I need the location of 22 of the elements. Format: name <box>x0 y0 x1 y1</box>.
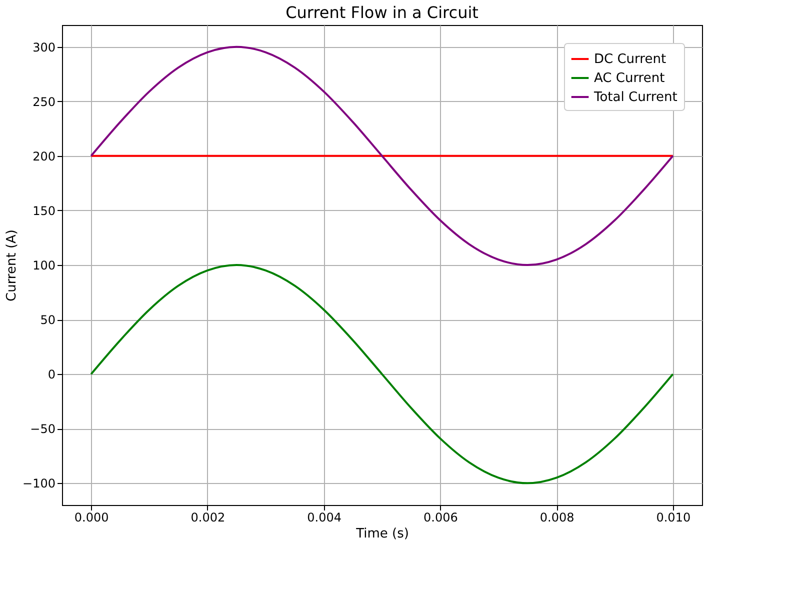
y-tick-label: 50 <box>40 313 56 328</box>
x-tick-label: 0.006 <box>424 510 458 524</box>
x-tick-label: 0.004 <box>307 510 342 524</box>
line-series <box>90 264 674 484</box>
y-tick-label: 250 <box>32 94 56 109</box>
x-tick-label: 0.010 <box>656 510 691 524</box>
legend-label: DC Current <box>594 52 666 67</box>
x-tick-label: 0.002 <box>190 510 226 524</box>
y-tick-label: 300 <box>32 40 56 54</box>
x-axis-title: Time (s) <box>355 526 409 542</box>
legend-label: AC Current <box>594 71 665 86</box>
y-tick-label: −50 <box>30 422 56 436</box>
legend-label: Total Current <box>593 90 678 105</box>
x-tick-label: 0.000 <box>74 510 109 524</box>
y-tick-label: 150 <box>32 204 56 218</box>
y-axis-title: Current (A) <box>4 230 20 302</box>
x-tick-label: 0.008 <box>540 510 574 524</box>
y-tick-label: 0 <box>48 368 56 382</box>
y-tick-label: 100 <box>32 258 56 272</box>
chart-title: Current Flow in a Circuit <box>286 3 478 22</box>
y-tick-label: −100 <box>22 476 56 491</box>
y-tick-label: 200 <box>32 149 56 164</box>
